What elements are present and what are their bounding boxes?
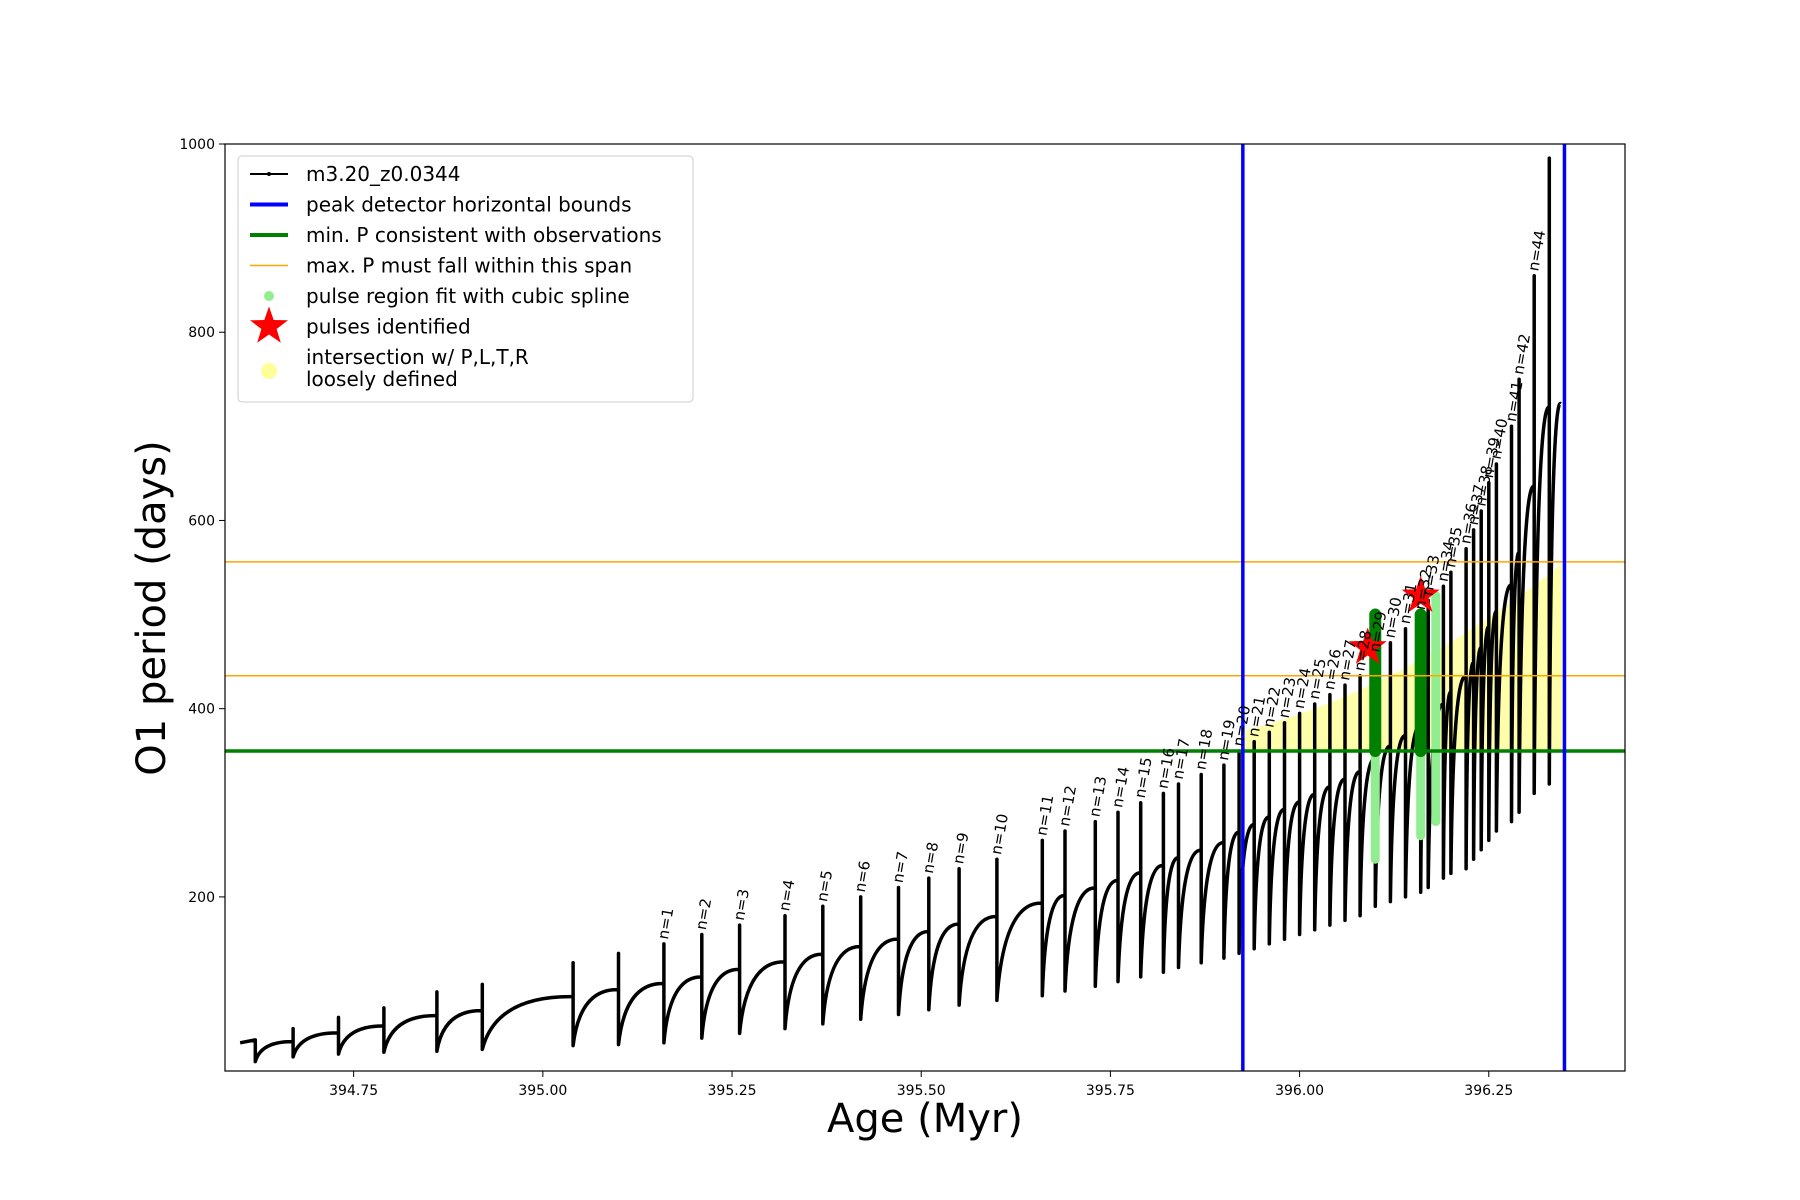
axes: 394.75 395.00 395.25 395.50 395.75 396.00 396.… [179,137,1513,1099]
pulse-label: n=18 [1191,728,1216,772]
plot-frame [224,143,1626,1072]
y-tick-label: 600 [188,513,215,529]
legend-label: peak detector horizontal bounds [306,193,632,217]
pulse-label: n=8 [919,840,942,874]
pulse-label: n=6 [851,859,874,893]
x-tick-label: 394.75 [329,1083,378,1099]
legend-swatch [250,306,288,343]
pulse-label: n=1 [654,906,677,940]
series-m3-20-z0-0344 [239,156,1563,1064]
y-tick-label: 800 [188,325,215,341]
x-tick-label: 396.25 [1464,1083,1513,1099]
pulse-label: n=12 [1055,784,1080,828]
legend-box [237,155,694,403]
y-tick-label: 400 [188,702,215,718]
pulse-label: n=10 [987,812,1012,856]
pulse-label: n=41 [1502,379,1527,423]
pulse-identified-star [1401,575,1440,612]
pulse-label: n=5 [813,869,836,903]
legend-swatch [264,291,274,301]
pulse-label: n=44 [1524,229,1549,273]
x-axis-label: Age (Myr) [827,1096,1023,1142]
pulse-label: n=7 [889,850,912,884]
x-tick-label: 395.75 [1086,1083,1135,1099]
x-tick-label: 395.50 [897,1083,946,1099]
pulse-label: n=42 [1509,332,1534,376]
pulse-label: n=11 [1033,793,1058,837]
x-tick-label: 395.25 [708,1083,757,1099]
pulse-label: n=13 [1085,775,1110,819]
legend-label: pulses identified [306,315,471,339]
pulse-label: n=4 [775,878,798,912]
x-tick-label: 395.00 [518,1083,567,1099]
legend-label: loosely defined [306,367,458,391]
legend-swatch [261,363,277,379]
pulse-label: n=9 [949,831,972,865]
legend-label: min. P consistent with observations [306,223,662,247]
legend-label: intersection w/ P,L,T,R [306,345,529,369]
legend-label: pulse region fit with cubic spline [306,284,630,308]
legend-marker [267,172,271,176]
pulse-label: n=14 [1108,765,1133,809]
pulse-label: n=2 [692,897,715,931]
pulse-label: n=40 [1487,417,1512,461]
y-tick-label: 200 [188,890,215,906]
pulse-label: n=3 [730,888,753,922]
x-tick-label: 396.00 [1275,1083,1324,1099]
legend-label: m3.20_z0.0344 [306,162,461,186]
y-axis-label: O1 period (days) [129,440,175,775]
pulse-label: n=17 [1169,737,1194,781]
legend-label: max. P must fall within this span [306,254,632,278]
pulse-identified-star [1348,627,1387,664]
y-tick-label: 1000 [179,137,215,153]
pulse-label: n=15 [1131,756,1156,800]
